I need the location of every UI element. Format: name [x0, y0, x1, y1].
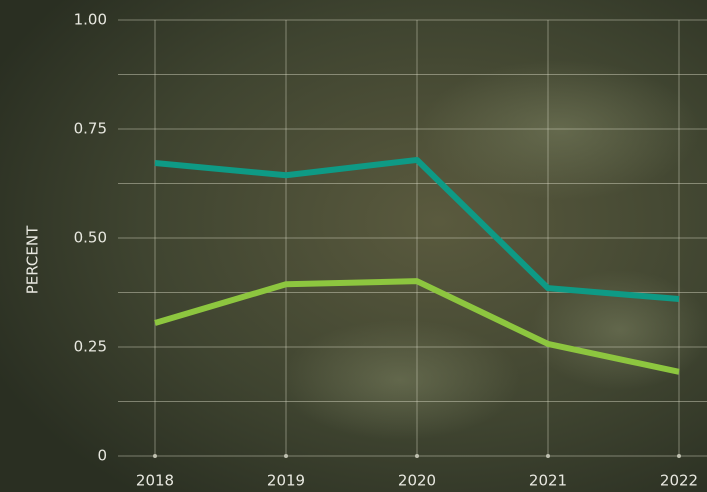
x-tick-label: 2021 — [529, 472, 567, 490]
background-leaf — [420, 60, 700, 200]
x-tick-label: 2022 — [660, 472, 698, 490]
y-tick-label: 0.75 — [74, 120, 107, 138]
x-tick-dot — [284, 454, 288, 458]
x-tick-label: 2018 — [136, 472, 174, 490]
y-axis-label: PERCENT — [24, 225, 42, 294]
line-series — [154, 156, 680, 303]
line-series — [154, 278, 680, 375]
x-tick-dot — [677, 454, 681, 458]
x-tick-label: 2020 — [398, 472, 436, 490]
y-tick-label: 0 — [97, 447, 107, 465]
x-tick-label: 2019 — [267, 472, 305, 490]
x-tick-dot — [415, 454, 419, 458]
y-tick-label: 1.00 — [74, 11, 107, 29]
y-tick-label: 0.25 — [74, 338, 107, 356]
y-tick-label: 0.50 — [74, 229, 107, 247]
x-tick-dot — [546, 454, 550, 458]
x-tick-dot — [153, 454, 157, 458]
background-leaf — [280, 320, 520, 440]
